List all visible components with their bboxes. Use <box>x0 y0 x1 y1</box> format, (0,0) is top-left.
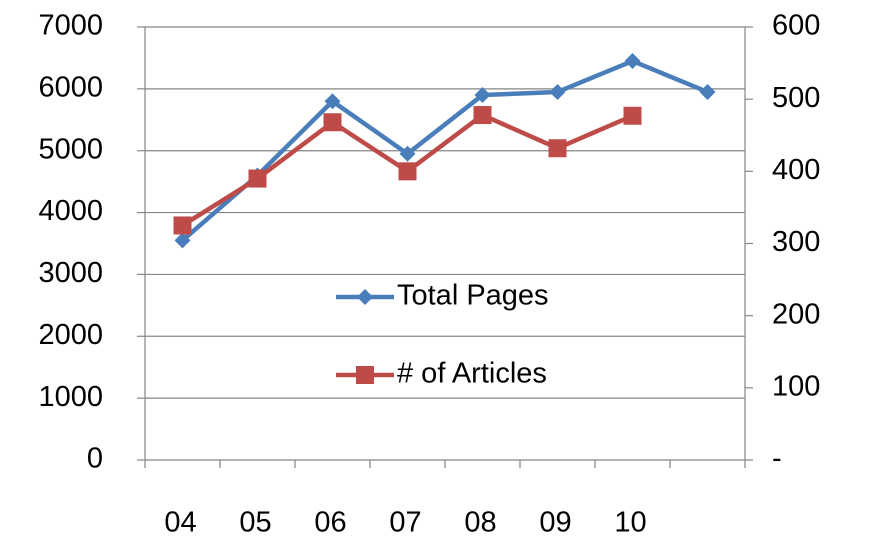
marker <box>174 232 191 249</box>
marker <box>357 289 373 305</box>
y2-tick-label: 300 <box>772 226 820 258</box>
legend-label: # of Articles <box>397 358 547 390</box>
y-tick-label: 2000 <box>38 319 103 351</box>
y2-tick-label: 200 <box>772 298 820 330</box>
x-tick-label: 07 <box>389 507 421 539</box>
y2-tick-label: 400 <box>772 154 820 186</box>
y-tick-label: 5000 <box>38 133 103 165</box>
marker <box>548 139 567 158</box>
marker <box>356 366 374 384</box>
marker <box>474 87 491 104</box>
series-line <box>181 58 709 243</box>
y2-tick-label: 600 <box>772 10 820 42</box>
marker <box>173 216 192 235</box>
marker <box>399 145 416 162</box>
marker <box>549 83 566 100</box>
x-tick-label: 05 <box>239 507 271 539</box>
x-tick-label: 06 <box>314 507 346 539</box>
x-tick-label: 08 <box>464 507 496 539</box>
y-tick-label: 6000 <box>38 72 103 104</box>
y-tick-label: 7000 <box>38 10 103 42</box>
x-tick-label: 09 <box>539 507 571 539</box>
marker <box>324 93 341 110</box>
y-tick-label: 1000 <box>38 381 103 413</box>
y2-tick-label: 500 <box>772 82 820 114</box>
marker <box>623 106 642 125</box>
marker <box>473 106 492 125</box>
y-tick-label: 3000 <box>38 257 103 289</box>
marker <box>398 162 417 181</box>
marker <box>624 53 641 70</box>
marker <box>248 169 267 188</box>
y2-tick-label: - <box>772 443 782 475</box>
marker <box>323 113 342 132</box>
x-tick-label: 10 <box>614 507 646 539</box>
x-tick-label: 04 <box>164 507 196 539</box>
marker <box>699 83 716 100</box>
y2-tick-label: 100 <box>772 370 820 402</box>
legend-label: Total Pages <box>397 280 549 312</box>
y-tick-label: 4000 <box>38 195 103 227</box>
y-tick-label: 0 <box>87 443 103 475</box>
